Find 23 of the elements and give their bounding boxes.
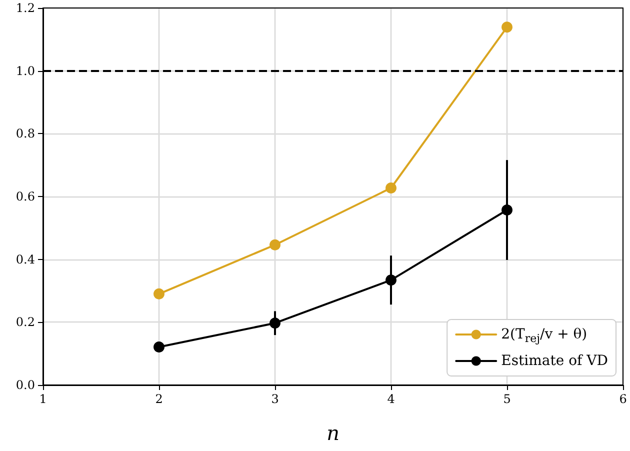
x-tick-label: 6 — [619, 392, 627, 406]
point — [270, 318, 280, 329]
y-tick-label: 0.8 — [16, 126, 35, 141]
y-tick-label: 0.6 — [16, 190, 35, 204]
x-tick-label: 1 — [39, 392, 47, 406]
y-tick-label: 1.0 — [16, 64, 35, 78]
x-tick-label: 2 — [155, 392, 163, 406]
y-tick-label: 0.4 — [16, 252, 36, 266]
point — [270, 239, 280, 250]
point — [502, 22, 512, 33]
y-tick-label: 0.2 — [16, 315, 35, 330]
point — [386, 274, 396, 286]
x-tick-label: 5 — [503, 392, 511, 406]
y-tick-label: 1.2 — [16, 1, 35, 15]
point — [386, 182, 396, 194]
point — [154, 288, 164, 300]
x-tick-label: 3 — [271, 392, 279, 406]
legend-label: Estimate of VD — [501, 353, 608, 369]
point — [154, 341, 164, 352]
y-tick-label: 0.0 — [16, 378, 35, 392]
point — [502, 204, 512, 216]
x-tick-label: 4 — [387, 392, 396, 406]
x-axis-title: n — [326, 421, 340, 445]
